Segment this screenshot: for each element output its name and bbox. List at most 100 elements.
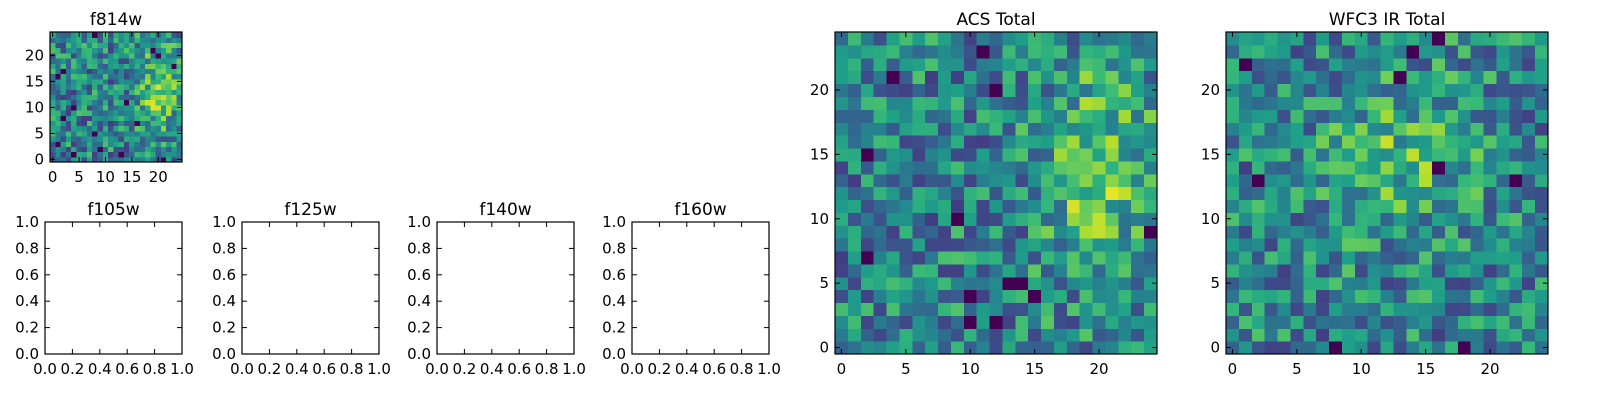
image-cell	[963, 44, 978, 59]
image-cell	[1238, 212, 1253, 226]
image-cell	[912, 83, 926, 97]
image-cell	[976, 238, 991, 252]
image-cell	[176, 63, 183, 69]
image-cell	[1444, 135, 1459, 149]
image-cell	[1432, 328, 1446, 342]
image-cell	[1079, 315, 1094, 329]
image-cell	[1028, 147, 1042, 162]
image-cell	[886, 70, 900, 85]
image-cell	[65, 110, 72, 116]
image-cell	[1496, 32, 1510, 46]
image-cell	[1066, 199, 1081, 213]
image-cell	[925, 250, 939, 265]
image-cell	[1290, 263, 1304, 278]
image-cell	[938, 160, 952, 175]
image-cell	[1290, 250, 1304, 265]
image-cell	[123, 104, 130, 111]
image-cell	[1053, 315, 1068, 329]
image-cell	[873, 225, 888, 239]
image-cell	[1367, 122, 1382, 136]
image-cell	[102, 84, 109, 90]
axes-frame	[834, 31, 1158, 355]
image-cell	[134, 78, 141, 85]
axes-frame	[436, 221, 575, 355]
image-cell	[166, 99, 173, 106]
image-cell	[847, 289, 862, 304]
y-tick-label: 0.6	[407, 266, 431, 284]
image-cell	[1238, 109, 1253, 123]
image-cell	[1483, 263, 1498, 278]
image-cell	[118, 47, 125, 54]
image-cell	[1470, 96, 1485, 110]
image-cell	[1483, 250, 1498, 265]
image-cell	[1131, 328, 1145, 342]
image-cell	[938, 250, 952, 265]
x-tick-label: 20	[1089, 360, 1108, 378]
image-cell	[1522, 263, 1536, 278]
image-cell	[873, 341, 888, 355]
image-cell	[899, 57, 913, 72]
image-cell	[1470, 109, 1485, 123]
image-cell	[1509, 263, 1523, 278]
image-cell	[1535, 96, 1549, 110]
image-cell	[886, 289, 900, 304]
image-cell	[123, 32, 130, 38]
image-cell	[65, 84, 72, 90]
image-cell	[71, 110, 77, 116]
image-cell	[139, 32, 146, 38]
image-cell	[1118, 122, 1132, 136]
image-cell	[925, 32, 939, 46]
image-cell	[1131, 225, 1145, 239]
image-cell	[873, 186, 888, 201]
image-cell	[860, 83, 875, 97]
image-cell	[1118, 186, 1132, 201]
image-cell	[1444, 238, 1459, 252]
image-cell	[899, 173, 913, 188]
image-cell	[171, 151, 178, 158]
image-cell	[166, 151, 173, 158]
image-cell	[55, 63, 62, 69]
image-cell	[1470, 122, 1485, 136]
image-cell	[1041, 289, 1055, 304]
image-cell	[81, 94, 88, 101]
image-cell	[938, 212, 952, 226]
image-cell	[171, 42, 178, 49]
image-cell	[1092, 32, 1107, 46]
image-cell	[938, 289, 952, 304]
image-cell	[86, 47, 93, 54]
image-cell	[963, 250, 978, 265]
image-cell	[1393, 96, 1407, 110]
image-cell	[113, 73, 120, 80]
image-cell	[1457, 135, 1472, 149]
image-cell	[108, 120, 114, 127]
image-cell	[1367, 276, 1382, 291]
x-tick-label: 0.8	[535, 360, 559, 378]
image-cell	[1535, 289, 1549, 304]
image-cell	[1354, 289, 1369, 304]
image-cell	[108, 32, 114, 38]
image-cell	[76, 68, 83, 75]
image-cell	[1470, 302, 1485, 316]
image-cell	[925, 289, 939, 304]
image-cell	[1432, 147, 1446, 162]
image-cell	[145, 52, 151, 59]
image-cell	[1419, 238, 1433, 252]
image-cell	[155, 115, 162, 121]
image-cell	[835, 83, 849, 97]
image-cell	[1470, 315, 1485, 329]
image-cell	[1303, 225, 1317, 239]
image-cell	[1238, 225, 1253, 239]
image-cell	[134, 73, 141, 80]
image-cell	[102, 104, 109, 111]
image-cell	[123, 110, 130, 116]
x-tick-label: 1.0	[367, 360, 391, 378]
y-tick-label: 0.4	[602, 292, 626, 310]
image-cell	[1483, 238, 1498, 252]
image-cell	[1053, 328, 1068, 342]
image-cell	[1251, 212, 1266, 226]
image-cell	[129, 115, 136, 121]
image-cell	[1092, 109, 1107, 123]
image-cell	[134, 68, 141, 75]
image-cell	[1444, 44, 1459, 59]
image-cell	[950, 276, 965, 291]
